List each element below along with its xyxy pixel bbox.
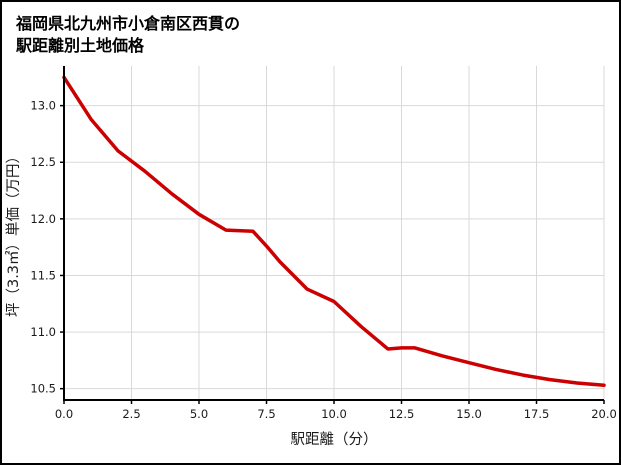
- x-axis-label: 駅距離（分）: [291, 430, 378, 448]
- y-axis-label: 坪（3.3㎡）単価（万円）: [5, 149, 22, 317]
- x-tick-label: 5.0: [190, 407, 208, 421]
- y-tick-label: 13.0: [30, 99, 56, 113]
- x-tick-label: 2.5: [122, 407, 140, 421]
- y-tick-label: 11.5: [30, 269, 56, 283]
- chart-title-line2: 駅距離別土地価格: [16, 35, 145, 55]
- y-tick-label: 12.5: [30, 155, 56, 169]
- price-line-series: [62, 75, 606, 388]
- x-tick-label: 15.0: [456, 407, 482, 421]
- x-tick-label: 20.0: [591, 407, 617, 421]
- chart-title: 福岡県北九州市小倉南区西貫の 駅距離別土地価格: [2, 2, 619, 58]
- y-tick-label: 12.0: [30, 212, 56, 226]
- y-tick-label: 11.0: [30, 325, 56, 339]
- line-chart-canvas: 0.0 2.5 5.0 7.5 10.0 12.5 15.0 17.5 20.0 10.5 11.0…: [5, 66, 617, 448]
- y-tick-label: 10.5: [30, 382, 56, 396]
- gridlines: [63, 66, 605, 401]
- x-tick-label: 10.0: [321, 407, 347, 421]
- chart-title-line1: 福岡県北九州市小倉南区西貫の: [16, 14, 241, 33]
- x-tick-label: 12.5: [389, 407, 415, 421]
- chart-area: 0.0 2.5 5.0 7.5 10.0 12.5 15.0 17.5 20.0 10.5 11.0…: [2, 58, 619, 463]
- x-tick-label: 7.5: [257, 407, 275, 421]
- x-tick-label: 0.0: [55, 407, 73, 421]
- x-tick-label: 17.5: [524, 407, 550, 421]
